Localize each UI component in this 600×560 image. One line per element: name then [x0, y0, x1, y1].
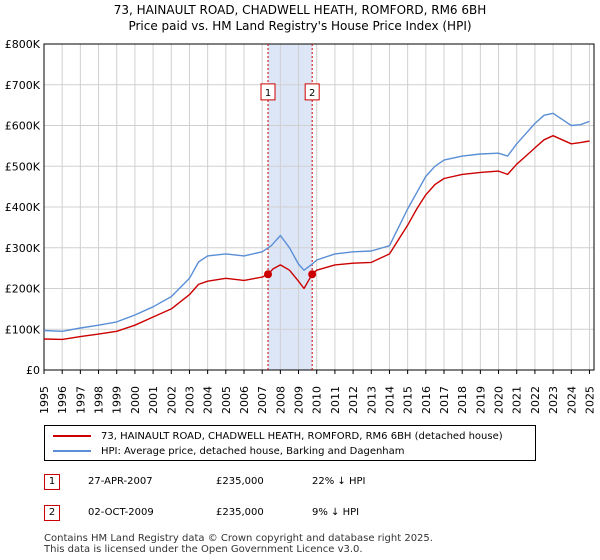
x-tick-label: 2006 [238, 386, 251, 414]
x-tick-label: 2025 [583, 386, 596, 414]
x-tick-label: 2009 [293, 386, 306, 414]
x-tick-label: 2015 [402, 386, 415, 414]
y-tick-label: £800K [5, 38, 41, 51]
y-tick-label: £200K [5, 283, 41, 296]
x-tick-label: 2003 [183, 386, 196, 414]
transaction-point [264, 270, 272, 279]
legend-line-hpi [53, 450, 91, 452]
x-tick-label: 2010 [311, 386, 324, 414]
x-tick-label: 1996 [56, 386, 69, 414]
series-line-property [43, 134, 590, 341]
transaction-price: £235,000 [216, 476, 264, 487]
transaction-date: 27-APR-2007 [88, 476, 153, 487]
x-tick-label: 1999 [111, 386, 124, 414]
transaction-badge: 2 [44, 505, 60, 521]
x-tick-label: 2012 [347, 386, 360, 414]
x-tick-label: 2023 [547, 386, 560, 414]
transaction-date: 02-OCT-2009 [88, 507, 154, 518]
legend-line-property [53, 435, 91, 437]
y-tick-label: £700K [5, 79, 41, 92]
x-tick-label: 2008 [274, 386, 287, 414]
x-tick-label: 2000 [129, 386, 142, 414]
x-tick-label: 2022 [529, 386, 542, 414]
x-tick-label: 2002 [165, 386, 178, 414]
x-tick-label: 2021 [511, 386, 524, 414]
transaction-hpi: 9% ↓ HPI [312, 507, 360, 518]
legend-label-hpi: HPI: Average price, detached house, Bark… [101, 445, 405, 457]
marker-badge-box [260, 83, 276, 101]
transaction-badge: 1 [44, 474, 60, 490]
y-tick-label: £600K [5, 120, 41, 133]
footer-line-2: This data is licensed under the Open Gov… [44, 544, 363, 555]
legend-item-property: 73, HAINAULT ROAD, CHADWELL HEATH, ROMFO… [53, 429, 503, 443]
chart-title: 73, HAINAULT ROAD, CHADWELL HEATH, ROMFO… [113, 3, 487, 17]
transaction-hpi: 22% ↓ HPI [312, 476, 366, 487]
y-tick-label: £0 [26, 364, 40, 377]
x-tick-label: 2020 [493, 386, 506, 414]
x-tick-label: 2016 [420, 386, 433, 414]
y-tick-label: £100K [5, 323, 41, 336]
x-tick-label: 2019 [474, 386, 487, 414]
footer: Contains HM Land Registry data © Crown c… [44, 533, 433, 555]
series-line-hpi [43, 112, 590, 332]
y-tick-label: £500K [5, 160, 41, 173]
x-tick-label: 2011 [329, 386, 342, 414]
x-tick-label: 2005 [220, 386, 233, 414]
x-tick-label: 2004 [202, 386, 215, 414]
marker-badge-label: 1 [265, 88, 271, 99]
marker-badge-label: 2 [309, 88, 315, 99]
legend-item-hpi: HPI: Average price, detached house, Bark… [53, 444, 405, 458]
y-tick-label: £400K [5, 201, 41, 214]
x-tick-label: 1995 [38, 386, 51, 414]
y-tick-label: £300K [5, 242, 41, 255]
x-tick-label: 2007 [256, 386, 269, 414]
x-tick-label: 2013 [365, 386, 378, 414]
chart-subtitle: Price paid vs. HM Land Registry's House … [128, 19, 472, 33]
x-tick-label: 2014 [383, 386, 396, 414]
x-tick-label: 1997 [74, 386, 87, 414]
x-tick-label: 2018 [456, 386, 469, 414]
legend-label-property: 73, HAINAULT ROAD, CHADWELL HEATH, ROMFO… [101, 430, 503, 442]
price-chart: £0 £100K £200K £300K £400K £500K £600K £700K £80… [5, 38, 597, 414]
footer-line-1: Contains HM Land Registry data © Crown c… [44, 533, 433, 544]
legend: 73, HAINAULT ROAD, CHADWELL HEATH, ROMFO… [44, 425, 536, 461]
marker-badge-box [304, 83, 320, 101]
transaction-point [308, 270, 317, 279]
x-tick-label: 2001 [147, 386, 160, 414]
x-tick-label: 2024 [565, 386, 578, 414]
x-tick-label: 1998 [93, 386, 106, 414]
transaction-price: £235,000 [216, 507, 264, 518]
x-tick-label: 2017 [438, 386, 451, 414]
plot-frame [43, 43, 595, 371]
